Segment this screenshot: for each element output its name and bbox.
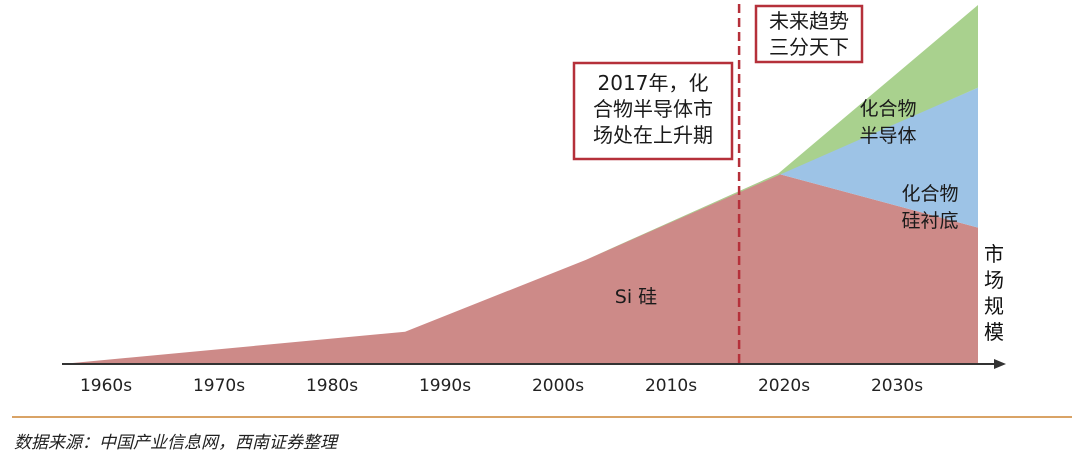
x-tick-label: 1960s bbox=[80, 376, 132, 396]
annotations: 2017年，化合物半导体市场处在上升期 未来趋势三分天下 bbox=[572, 4, 864, 161]
ann-2017-text: 2017年，化合物半导体市场处在上升期 bbox=[593, 71, 713, 147]
x-tick-label: 2020s bbox=[758, 376, 810, 396]
region-label-1: 化合物硅衬底 bbox=[901, 183, 958, 232]
area-regions bbox=[62, 5, 978, 364]
x-tick-label: 2030s bbox=[871, 376, 923, 396]
x-tick-labels: 1960s 1970s 1980s 1990s 2000s 2010s 2020s 2030s bbox=[80, 376, 923, 396]
area-region-0 bbox=[62, 173, 978, 364]
x-tick-label: 1990s bbox=[419, 376, 471, 396]
source-note: 数据来源：中国产业信息网，西南证券整理 bbox=[14, 433, 337, 453]
x-tick-label: 2010s bbox=[645, 376, 697, 396]
region-labels: Si 硅 化合物硅衬底 化合物半导体 bbox=[615, 98, 959, 308]
x-tick-label: 2000s bbox=[532, 376, 584, 396]
x-axis-arrow bbox=[994, 359, 1006, 369]
ann-future: 未来趋势三分天下 bbox=[754, 4, 864, 64]
region-label-0: Si 硅 bbox=[615, 286, 657, 308]
ann-2017: 2017年，化合物半导体市场处在上升期 bbox=[572, 61, 734, 161]
footer-rule bbox=[12, 416, 1072, 418]
y-axis-label: 市场规模 bbox=[984, 242, 1004, 344]
ann-future-text: 未来趋势三分天下 bbox=[769, 9, 849, 59]
area-region-1 bbox=[778, 87, 978, 228]
x-tick-label: 1970s bbox=[193, 376, 245, 396]
x-tick-label: 1980s bbox=[306, 376, 358, 396]
region-label-2: 化合物半导体 bbox=[859, 98, 916, 147]
